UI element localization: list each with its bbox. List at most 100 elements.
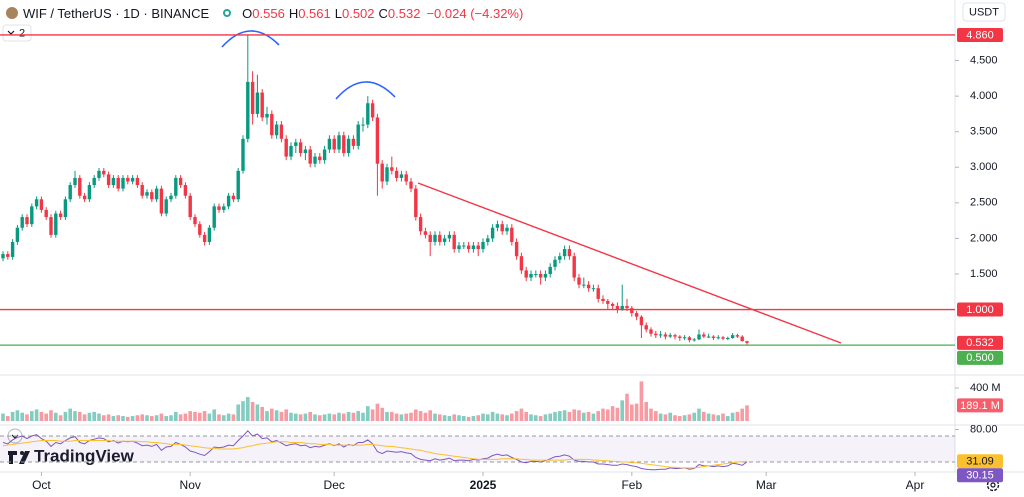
candle-body — [394, 170, 399, 178]
candle-body — [327, 138, 332, 150]
candle-body — [322, 149, 327, 161]
candle-body — [423, 231, 428, 235]
candle-body — [284, 138, 288, 157]
volume-bar — [457, 415, 461, 421]
volume-bar — [404, 413, 409, 421]
volume-bar — [236, 404, 241, 421]
level-badge — [957, 302, 1003, 317]
candle-body — [1, 254, 5, 259]
volume-bar — [97, 413, 101, 421]
volume-bar — [54, 412, 58, 421]
volume-bar — [486, 414, 490, 421]
candle-body — [726, 338, 730, 340]
candle-body — [634, 313, 639, 317]
candle-body — [30, 206, 34, 225]
volume-bar — [577, 410, 581, 421]
indicator-toggle[interactable]: 2 — [2, 24, 32, 42]
candle-body — [447, 234, 452, 239]
pattern-arc — [335, 81, 396, 100]
volume-bar — [654, 411, 658, 421]
candle-body — [519, 256, 524, 271]
candle-body — [567, 249, 572, 257]
candle-body — [639, 316, 644, 326]
volume-bar — [466, 416, 471, 421]
volume-bar — [442, 415, 447, 421]
candle-body — [548, 266, 552, 274]
level-badge — [957, 27, 1003, 42]
ohlc-key: H — [288, 5, 299, 21]
volume-bar — [495, 413, 500, 421]
candle-body — [486, 238, 490, 242]
volume-bar — [241, 401, 245, 421]
candle-body — [193, 217, 197, 225]
volume-bar — [553, 411, 557, 421]
candle-body — [658, 334, 663, 336]
ohlc-key: C — [378, 5, 388, 21]
candle-body — [226, 195, 231, 207]
volume-bar — [15, 410, 20, 421]
volume-bar — [140, 414, 145, 421]
volume-bar — [270, 408, 274, 421]
candle-body — [332, 138, 336, 150]
candle-body — [20, 217, 24, 228]
currency-label[interactable]: USDT — [969, 6, 999, 18]
candle-body — [207, 227, 212, 242]
volume-bar — [409, 412, 413, 421]
candle-body — [150, 192, 154, 200]
volume-bar — [692, 412, 697, 421]
candle-body — [668, 335, 672, 337]
candle-body — [231, 195, 236, 200]
x-tick-label: Feb — [621, 478, 642, 492]
volume-bar — [135, 415, 140, 421]
candle-body — [524, 270, 528, 278]
volume-bar — [130, 416, 135, 421]
y-tick-label: 2.500 — [970, 197, 998, 209]
volume-bar — [231, 414, 236, 421]
indicator-count[interactable]: 2 — [19, 27, 25, 39]
volume-bar — [452, 414, 457, 421]
volume-bar — [673, 415, 677, 421]
candle-body — [697, 334, 701, 340]
candle-body — [188, 195, 192, 218]
y-tick-label: 4.500 — [970, 54, 998, 66]
candle-body — [529, 273, 533, 278]
candle-body — [433, 234, 437, 242]
candle-body — [687, 337, 692, 341]
candle-body — [154, 188, 159, 200]
volume-bar — [601, 408, 605, 421]
candle-body — [202, 234, 207, 242]
volume-bar — [630, 404, 634, 421]
volume-bar — [735, 411, 740, 421]
ohlc-value: 0.532 — [387, 5, 421, 21]
volume-bar — [106, 414, 111, 421]
candle-body — [97, 170, 101, 178]
candle-body — [10, 241, 15, 257]
candle-body — [505, 227, 509, 232]
candle-body — [178, 177, 183, 186]
candle-body — [135, 177, 140, 186]
volume-bar — [313, 414, 317, 421]
ohlc-key: L — [334, 5, 342, 21]
candle-body — [222, 206, 226, 210]
volume-bar — [639, 381, 644, 421]
volume-bar — [202, 411, 207, 421]
rsi-badge — [957, 468, 1003, 483]
candle-body — [682, 337, 687, 339]
candle-body — [471, 245, 476, 250]
volume-bar — [697, 408, 701, 421]
currency-button[interactable]: USDT — [962, 2, 1006, 22]
x-tick-label: Nov — [180, 478, 201, 492]
candle-body — [54, 213, 58, 235]
volume-bar — [322, 414, 327, 421]
volume-bar — [30, 411, 34, 421]
settings-button[interactable] — [986, 478, 1000, 492]
candle-body — [159, 188, 164, 214]
candle-body — [606, 301, 610, 304]
volume-bar — [543, 414, 548, 421]
candle-body — [236, 170, 240, 200]
candle-body — [82, 195, 87, 200]
candle-body — [121, 177, 125, 189]
volume-bar — [111, 416, 116, 421]
volume-bar — [183, 413, 188, 421]
